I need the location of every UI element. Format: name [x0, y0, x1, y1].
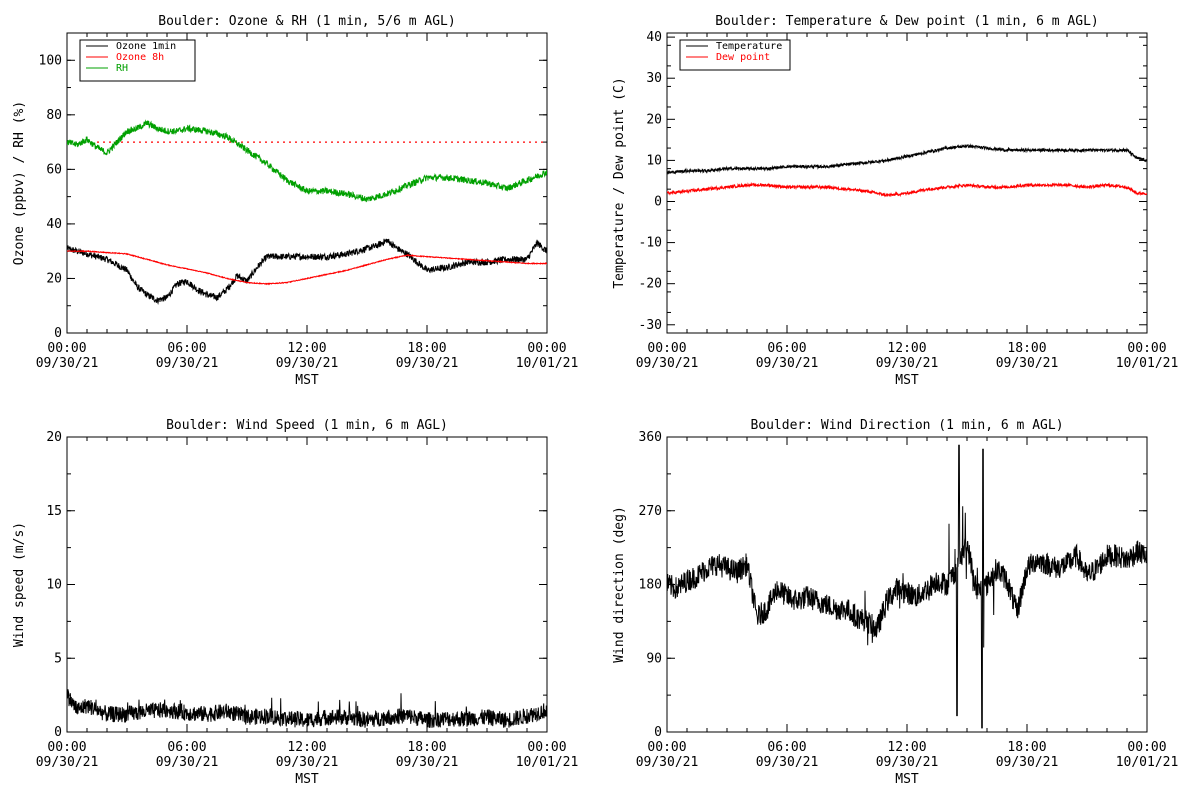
x-tick-label-date: 10/01/21: [516, 356, 579, 371]
y-tick-label: 40: [646, 30, 662, 45]
x-tick-label-time: 12:00: [287, 740, 326, 755]
x-tick-label-time: 12:00: [887, 740, 926, 755]
y-tick-label: 10: [646, 153, 662, 168]
x-tick-label-time: 00:00: [1127, 740, 1166, 755]
x-tick-label-time: 06:00: [167, 740, 206, 755]
x-tick-label-date: 09/30/21: [756, 755, 819, 770]
legend-box: [679, 39, 791, 71]
series-line: [667, 444, 1147, 729]
x-tick-label-time: 12:00: [887, 341, 926, 356]
legend-label: Temperature: [716, 41, 782, 52]
x-tick-label-date: 09/30/21: [36, 755, 99, 770]
x-tick-label-date: 09/30/21: [636, 356, 699, 371]
series-line: [67, 249, 547, 286]
x-tick-label-date: 10/01/21: [516, 755, 579, 770]
x-tick-label-time: 18:00: [407, 341, 446, 356]
legend-label: Ozone 1min: [116, 41, 176, 52]
x-tick-label-time: 18:00: [407, 740, 446, 755]
x-tick-label-date: 09/30/21: [396, 755, 459, 770]
y-tick-label: 270: [639, 504, 662, 519]
x-tick-label-date: 09/30/21: [876, 356, 939, 371]
series-line: [667, 143, 1147, 176]
y-tick-label: 10: [46, 578, 62, 593]
plot-frame: [666, 436, 1148, 733]
chart-wind_speed: Boulder: Wind Speed (1 min, 6 m AGL) 0 5 10…: [12, 418, 578, 787]
x-axis-label: MST: [295, 373, 319, 388]
y-tick-label: 40: [46, 217, 62, 232]
x-tick-label-date: 09/30/21: [636, 755, 699, 770]
x-tick-label-date: 09/30/21: [996, 356, 1059, 371]
y-axis-label: Wind direction (deg): [612, 506, 627, 663]
x-tick-label-time: 00:00: [647, 740, 686, 755]
x-tick-label-date: 09/30/21: [996, 755, 1059, 770]
y-tick-label: 20: [646, 112, 662, 127]
x-tick-label-time: 00:00: [527, 341, 566, 356]
y-tick-label: 20: [46, 271, 62, 286]
x-tick-label-date: 09/30/21: [876, 755, 939, 770]
y-axis-label: Wind speed (m/s): [12, 522, 27, 647]
y-axis-label: Ozone (ppbv) / RH (%): [12, 101, 27, 265]
y-tick-label: 60: [46, 162, 62, 177]
y-tick-label: 80: [46, 108, 62, 123]
x-tick-label-date: 09/30/21: [756, 356, 819, 371]
y-tick-label: 30: [646, 71, 662, 86]
x-tick-label-time: 06:00: [767, 341, 806, 356]
plot-frame: [666, 32, 1148, 334]
y-tick-label: 15: [46, 504, 62, 519]
legend-label: Ozone 8h: [116, 52, 164, 63]
x-tick-label-date: 09/30/21: [276, 755, 339, 770]
x-tick-label-time: 06:00: [767, 740, 806, 755]
x-tick-label-time: 00:00: [647, 341, 686, 356]
chart-title: Boulder: Ozone & RH (1 min, 5/6 m AGL): [158, 14, 455, 29]
y-tick-label: 0: [54, 725, 62, 740]
y-tick-label: -10: [639, 236, 662, 251]
chart-temp_dew: Boulder: Temperature & Dew point (1 min,…: [612, 14, 1178, 388]
y-tick-label: 0: [654, 725, 662, 740]
chart-title: Boulder: Wind Speed (1 min, 6 m AGL): [166, 418, 448, 433]
chart-title: Boulder: Temperature & Dew point (1 min,…: [715, 14, 1099, 29]
series-line: [67, 238, 547, 305]
y-tick-label: 90: [646, 651, 662, 666]
x-tick-label-date: 09/30/21: [276, 356, 339, 371]
chart-ozone_rh: Boulder: Ozone & RH (1 min, 5/6 m AGL) 0 2…: [12, 14, 578, 388]
x-tick-label-time: 18:00: [1007, 740, 1046, 755]
x-axis-label: MST: [895, 772, 919, 787]
plot-frame: [66, 436, 548, 733]
x-axis-label: MST: [295, 772, 319, 787]
y-axis-label: Temperature / Dew point (C): [612, 77, 627, 288]
y-tick-label: 100: [39, 53, 62, 68]
y-tick-label: 0: [54, 326, 62, 341]
y-tick-label: 180: [639, 578, 662, 593]
x-tick-label-time: 00:00: [527, 740, 566, 755]
x-tick-label-time: 00:00: [1127, 341, 1166, 356]
y-tick-label: -30: [639, 318, 662, 333]
x-tick-label-time: 00:00: [47, 740, 86, 755]
x-tick-label-time: 12:00: [287, 341, 326, 356]
series-line: [667, 181, 1147, 198]
series-line: [67, 119, 547, 203]
series-line: [67, 688, 547, 729]
y-tick-label: -20: [639, 277, 662, 292]
y-tick-label: 5: [54, 651, 62, 666]
x-tick-label-time: 06:00: [167, 341, 206, 356]
y-tick-label: 0: [654, 194, 662, 209]
x-tick-label-time: 18:00: [1007, 341, 1046, 356]
chart-wind_dir: Boulder: Wind Direction (1 min, 6 m AGL)…: [612, 418, 1178, 787]
x-tick-label-date: 09/30/21: [396, 356, 459, 371]
y-tick-label: 20: [46, 430, 62, 445]
x-tick-label-date: 09/30/21: [36, 356, 99, 371]
x-axis-label: MST: [895, 373, 919, 388]
x-tick-label-date: 10/01/21: [1116, 356, 1179, 371]
x-tick-label-date: 09/30/21: [156, 356, 219, 371]
legend-label: RH: [116, 63, 128, 74]
x-tick-label-date: 09/30/21: [156, 755, 219, 770]
y-tick-label: 360: [639, 430, 662, 445]
legend-box: [79, 39, 196, 82]
x-tick-label-date: 10/01/21: [1116, 755, 1179, 770]
legend-label: Dew point: [716, 52, 770, 63]
x-tick-label-time: 00:00: [47, 341, 86, 356]
chart-title: Boulder: Wind Direction (1 min, 6 m AGL): [750, 418, 1063, 433]
